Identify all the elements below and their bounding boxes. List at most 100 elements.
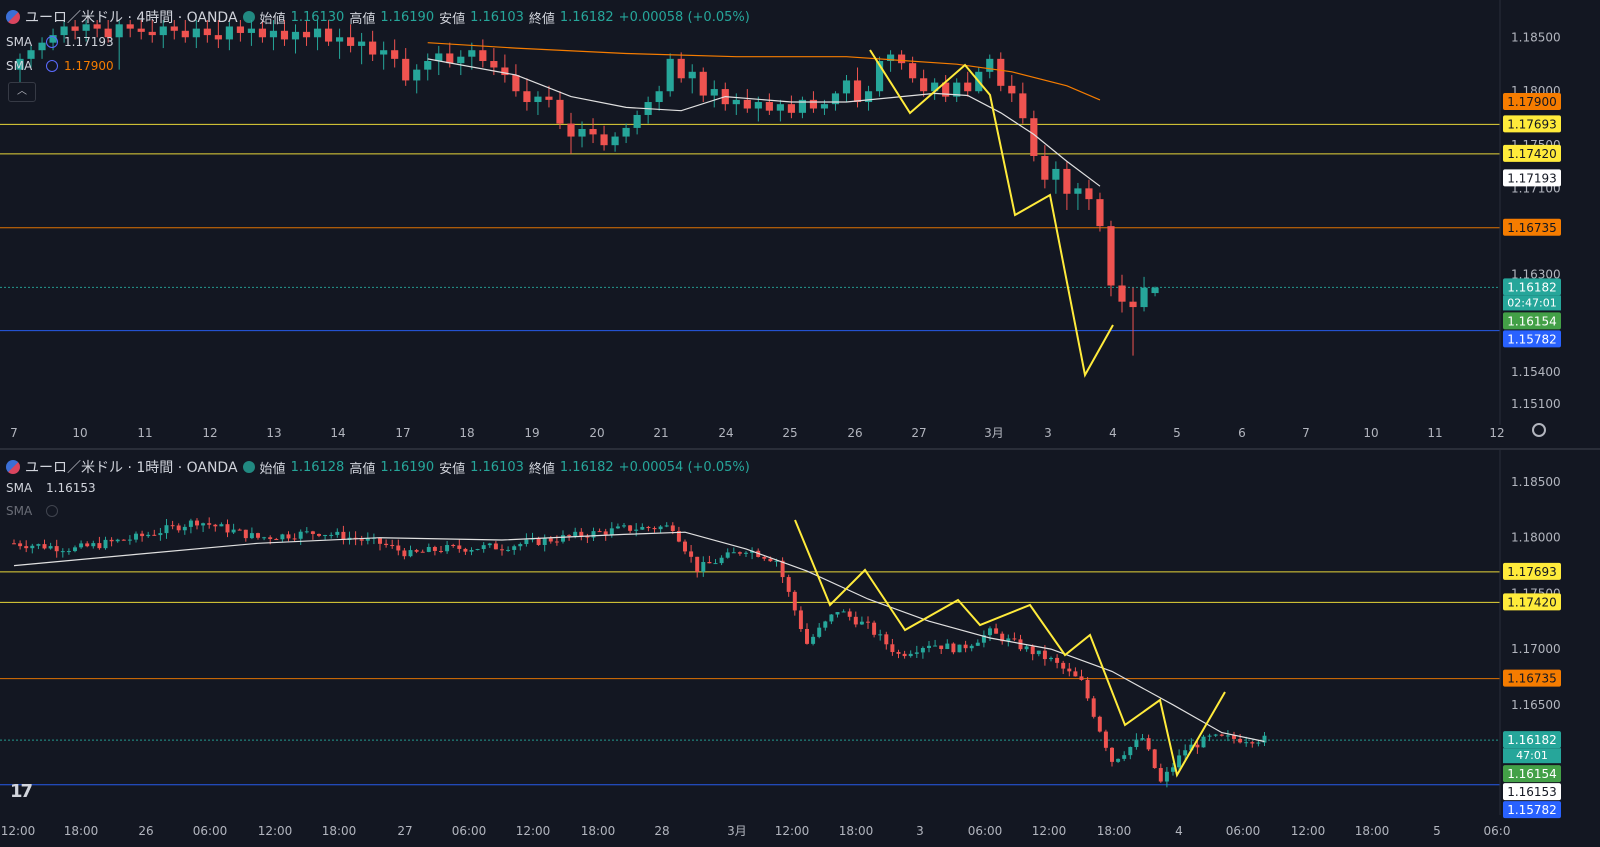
candle-body [323,535,328,537]
candle-body [500,549,504,551]
candle-body [1000,633,1005,642]
candle-body [1232,735,1236,739]
indicator-sma-1[interactable]: SMA 1.16153 [6,481,96,495]
x-tick-label: 12:00 [258,824,293,838]
candle-body [920,78,928,92]
candle-body [931,82,939,92]
candle-body [902,653,907,657]
candle-body [475,549,480,551]
change-value: +0.00054 (+0.05%) [618,459,750,475]
indicator-sma-2[interactable]: SMA [6,504,58,518]
countdown-label: 47:01 [1516,749,1548,762]
candle-body [1116,758,1121,762]
candle-body [1036,650,1041,655]
candle-body [158,533,163,536]
candle-body [380,50,388,55]
chart-pane-1h[interactable]: 1.185001.180001.175001.170001.1650012:00… [0,450,1600,847]
chart-1h-canvas[interactable]: 1.185001.180001.175001.170001.1650012:00… [0,450,1600,847]
x-tick-label: 12:00 [775,824,810,838]
candle-body [195,520,199,526]
candle-body [710,89,718,96]
candle-body [853,616,858,625]
candle-body [268,537,273,540]
candle-body [988,628,992,636]
candle-body [809,99,818,109]
x-tick-label: 11 [137,426,152,440]
indicator-sma-2[interactable]: SMA 1.17900 [6,59,114,73]
candle-body [12,543,16,545]
x-tick-label: 10 [1363,426,1378,440]
candle-body [207,523,212,525]
candle-body [213,524,218,527]
candle-body [445,545,450,552]
candle-body [335,531,340,535]
x-tick-label: 26 [138,824,153,838]
candle-body [664,525,669,527]
indicator-name: SMA [6,59,33,73]
candle-body [490,61,498,68]
symbol-title[interactable]: ユーロ／米ドル · 4時間 · OANDA [25,10,238,26]
candle-body [36,544,41,546]
candle-body [573,531,578,537]
x-tick-label: 26 [847,426,862,440]
candle-body [1244,742,1249,744]
candle-body [1213,734,1218,736]
candle-body [780,560,785,578]
hidden-eye-icon[interactable] [46,505,58,517]
candle-body [378,537,382,544]
close-label: 終値 [528,461,555,477]
candle-body [313,28,322,38]
price-label-box [1503,312,1561,330]
candle-body [192,28,200,38]
indicator-settings-icon[interactable] [46,60,58,72]
candle-body [104,28,112,38]
candle-body [939,645,944,650]
candle-body [152,534,157,536]
low-label: 安値 [439,461,466,477]
chart-pane-4h[interactable]: 1.185001.180001.175001.171001.163001.157… [0,0,1600,448]
pane-divider[interactable] [0,448,1600,450]
x-tick-label: 12:00 [1291,824,1326,838]
indicator-settings-icon[interactable] [46,36,58,48]
gear-icon[interactable] [1532,423,1546,437]
symbol-title[interactable]: ユーロ／米ドル · 1時間 · OANDA [25,460,238,476]
candle-body [1049,657,1053,660]
candle-body [146,534,151,537]
candle-body [369,41,377,55]
candle-body [1103,731,1108,748]
candle-body [817,627,822,637]
candle-body [1061,662,1066,669]
indicator-sma-1[interactable]: SMA 1.17193 [6,35,114,49]
candle-body [127,539,132,541]
candle-body [38,42,46,51]
candle-body [1097,716,1102,732]
candle-body [589,129,597,135]
candle-body [432,546,437,551]
candle-body [243,529,248,539]
candle-body [324,28,333,42]
candle-body [842,80,851,94]
candle-body [743,99,751,109]
candle-body [469,549,474,552]
candle-body [274,539,279,541]
candle-body [73,547,77,552]
x-tick-label: 06:00 [193,824,228,838]
price-label: 1.16182 [1507,733,1557,747]
candle-body [670,525,675,532]
high-value: 1.16190 [380,459,435,475]
candle-body [237,529,242,531]
x-tick-label: 3月 [984,426,1004,440]
candle-body [750,550,755,553]
x-tick-label: 11 [1427,426,1442,440]
candle-body [1122,755,1127,759]
candle-body [933,645,938,647]
candle-body [1110,747,1114,762]
candle-body [909,63,917,79]
collapse-legend-icon[interactable]: ︿ [8,82,36,102]
candle-body [66,551,71,553]
candle-body [964,82,972,92]
candle-body [927,645,931,648]
candle-body [292,538,297,540]
chart-4h-canvas[interactable]: 1.185001.180001.175001.171001.163001.157… [0,0,1600,448]
candle-body [890,644,895,653]
